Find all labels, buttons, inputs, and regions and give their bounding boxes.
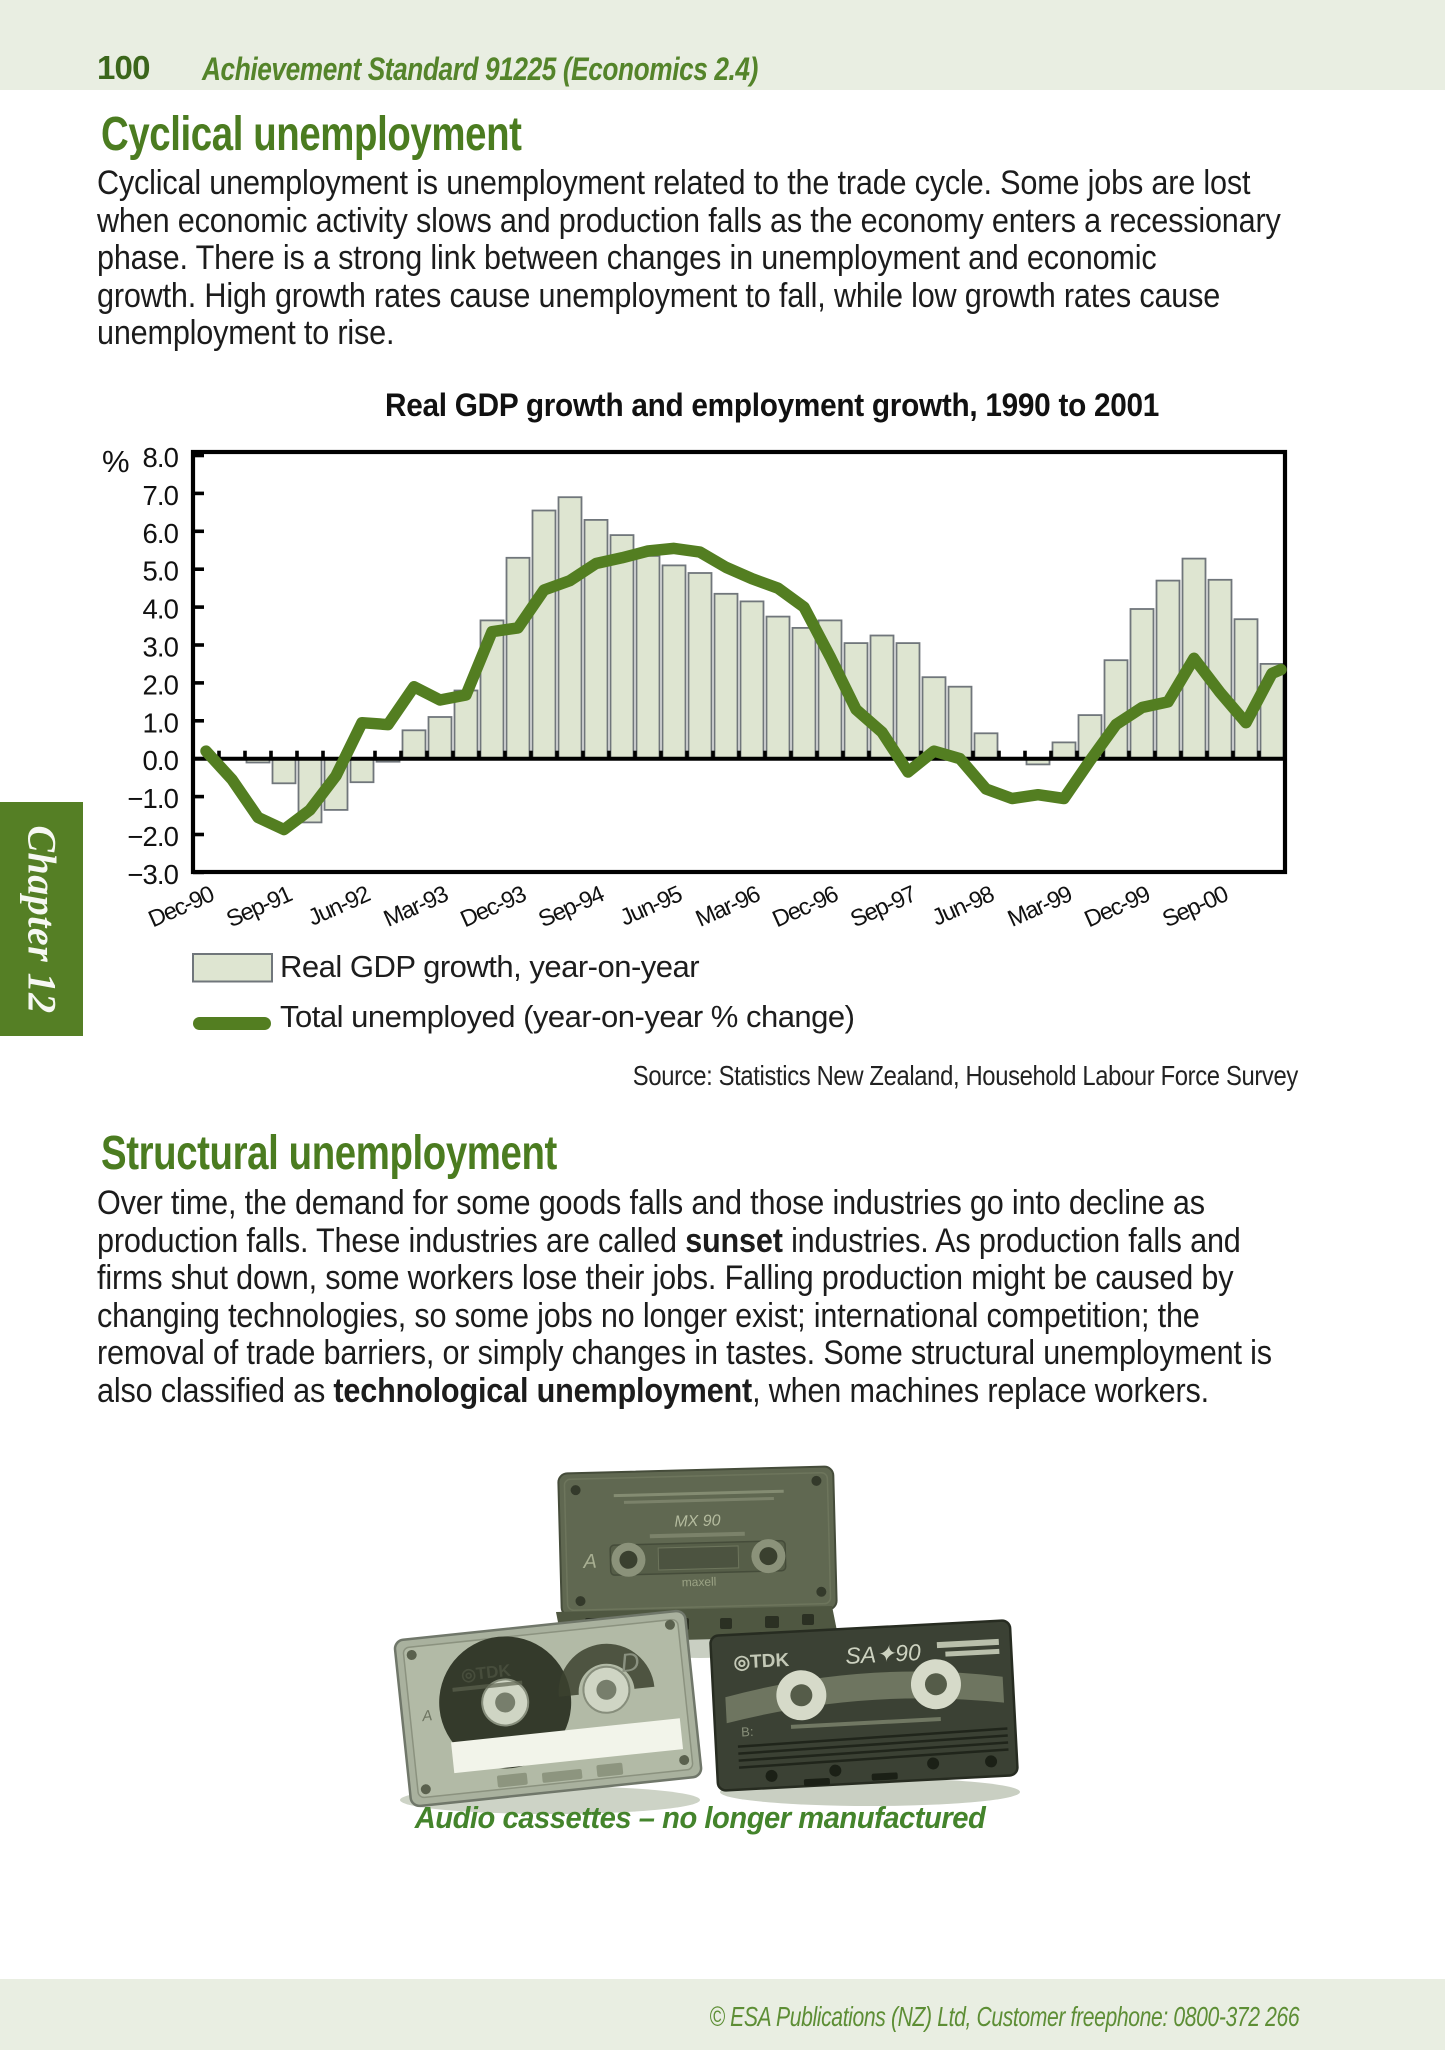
- svg-text:2.0: 2.0: [142, 669, 178, 700]
- svg-text:4.0: 4.0: [142, 594, 178, 625]
- svg-text:◎TDK: ◎TDK: [733, 1650, 790, 1674]
- svg-text:−2.0: −2.0: [127, 821, 178, 852]
- svg-text:Real GDP growth, year-on-year: Real GDP growth, year-on-year: [280, 949, 699, 984]
- svg-text:Jun-95: Jun-95: [616, 880, 686, 930]
- svg-text:Sep-94: Sep-94: [534, 880, 608, 932]
- svg-text:5.0: 5.0: [142, 556, 178, 587]
- svg-text:B:: B:: [741, 1724, 754, 1740]
- svg-text:8.0: 8.0: [142, 442, 178, 473]
- svg-text:Mar-93: Mar-93: [380, 880, 453, 931]
- svg-text:Dec-93: Dec-93: [456, 880, 530, 932]
- svg-text:%: %: [102, 444, 130, 479]
- svg-text:Mar-99: Mar-99: [1004, 881, 1076, 932]
- svg-text:6.0: 6.0: [142, 518, 178, 549]
- svg-text:Jun-92: Jun-92: [304, 881, 373, 931]
- svg-text:maxell: maxell: [682, 1575, 717, 1590]
- svg-text:D: D: [619, 1646, 641, 1678]
- svg-text:7.0: 7.0: [142, 480, 178, 511]
- svg-text:SA✦90: SA✦90: [845, 1639, 922, 1669]
- svg-text:Mar-96: Mar-96: [692, 880, 765, 931]
- svg-text:MX 90: MX 90: [674, 1512, 721, 1530]
- svg-text:Sep-97: Sep-97: [846, 881, 919, 932]
- svg-text:A: A: [582, 1551, 597, 1573]
- svg-text:1.0: 1.0: [142, 707, 178, 738]
- svg-text:0.0: 0.0: [142, 745, 178, 776]
- svg-text:Sep-91: Sep-91: [222, 881, 295, 932]
- svg-text:Sep-00: Sep-00: [1158, 880, 1232, 932]
- svg-text:Jun-98: Jun-98: [928, 880, 998, 930]
- svg-text:Dec-96: Dec-96: [768, 880, 842, 932]
- svg-text:−1.0: −1.0: [127, 783, 178, 814]
- svg-text:Total unemployed (year-on-year: Total unemployed (year-on-year % change): [280, 999, 854, 1034]
- svg-text:−3.0: −3.0: [127, 859, 178, 890]
- svg-text:3.0: 3.0: [142, 632, 178, 663]
- svg-text:A: A: [420, 1707, 433, 1725]
- svg-text:Dec-99: Dec-99: [1080, 881, 1153, 932]
